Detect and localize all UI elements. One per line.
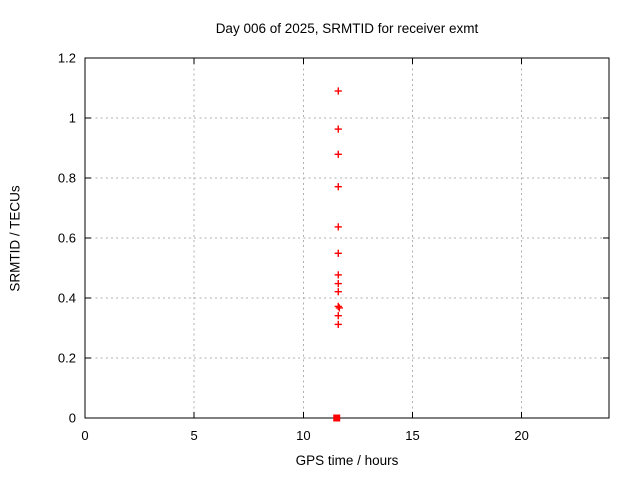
y-tick-label: 0 xyxy=(69,411,76,426)
y-tick-label: 1 xyxy=(69,111,76,126)
data-point-plus xyxy=(334,223,342,231)
data-point-plus xyxy=(334,302,342,310)
data-point-plus xyxy=(334,150,342,158)
data-point-plus xyxy=(334,249,342,257)
x-tick-label: 15 xyxy=(405,428,419,443)
y-tick-label: 0.8 xyxy=(58,171,76,186)
data-point-plus xyxy=(334,280,342,288)
data-point-square xyxy=(333,414,341,422)
data-point-plus xyxy=(334,288,342,296)
x-tick-label: 5 xyxy=(191,428,198,443)
y-tick-label: 0.2 xyxy=(58,351,76,366)
data-point-plus xyxy=(334,87,342,95)
data-point-plus xyxy=(334,125,342,133)
data-point-plus xyxy=(334,183,342,191)
x-axis-label: GPS time / hours xyxy=(295,453,399,468)
y-tick-label: 0.6 xyxy=(58,231,76,246)
data-point-plus xyxy=(334,271,342,279)
plot-border xyxy=(84,57,610,419)
x-tick-label: 10 xyxy=(296,428,310,443)
data-point-plus xyxy=(334,312,342,320)
data-point-plus xyxy=(335,304,343,312)
y-tick-label: 1.2 xyxy=(58,51,76,66)
x-tick-label: 0 xyxy=(81,428,88,443)
x-tick-label: 20 xyxy=(514,428,528,443)
chart-title: Day 006 of 2025, SRMTID for receiver exm… xyxy=(215,21,479,36)
y-tick-label: 0.4 xyxy=(58,291,76,306)
data-point-plus xyxy=(334,320,342,328)
